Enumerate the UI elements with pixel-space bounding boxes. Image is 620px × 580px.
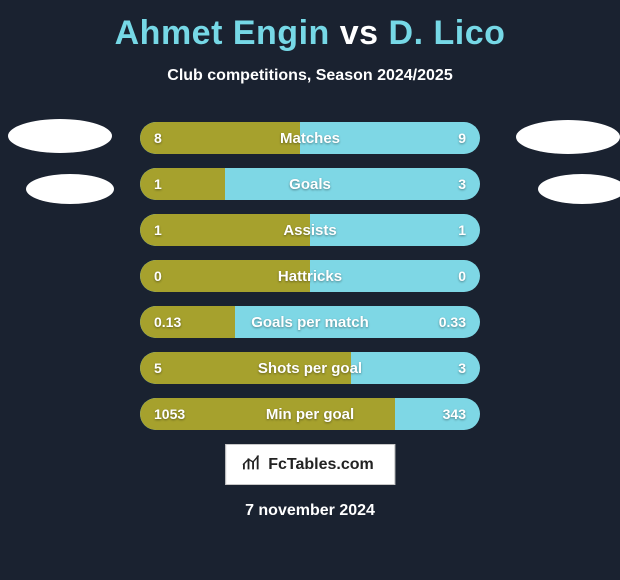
subtitle: Club competitions, Season 2024/2025 <box>0 67 620 85</box>
stat-right-value: 3 <box>458 352 466 384</box>
stat-label: Hattricks <box>140 260 480 292</box>
stat-row-hattricks: 0 Hattricks 0 <box>140 260 480 292</box>
stat-right-value: 9 <box>458 122 466 154</box>
stat-label: Min per goal <box>140 398 480 430</box>
player2-avatar-placeholder <box>516 120 620 154</box>
stat-row-goals: 1 Goals 3 <box>140 168 480 200</box>
stat-row-shots-per-goal: 5 Shots per goal 3 <box>140 352 480 384</box>
stat-right-value: 1 <box>458 214 466 246</box>
stats-container: 8 Matches 9 1 Goals 3 1 Assists 1 0 Hatt… <box>140 122 480 444</box>
source-badge-text: FcTables.com <box>268 456 374 474</box>
stat-label: Goals per match <box>140 306 480 338</box>
stat-right-value: 0 <box>458 260 466 292</box>
stat-row-min-per-goal: 1053 Min per goal 343 <box>140 398 480 430</box>
player2-club-placeholder <box>538 174 620 204</box>
player1-name: Ahmet Engin <box>115 14 330 52</box>
stat-right-value: 343 <box>443 398 466 430</box>
stat-right-value: 0.33 <box>439 306 466 338</box>
stat-label: Goals <box>140 168 480 200</box>
snapshot-date: 7 november 2024 <box>0 502 620 520</box>
stat-label: Matches <box>140 122 480 154</box>
stat-right-value: 3 <box>458 168 466 200</box>
stat-row-goals-per-match: 0.13 Goals per match 0.33 <box>140 306 480 338</box>
stat-label: Shots per goal <box>140 352 480 384</box>
player2-name: D. Lico <box>389 14 506 52</box>
comparison-title: Ahmet Engin vs D. Lico <box>0 0 620 53</box>
bar-chart-icon <box>240 451 262 478</box>
stat-label: Assists <box>140 214 480 246</box>
stat-row-assists: 1 Assists 1 <box>140 214 480 246</box>
player1-avatar-placeholder <box>8 119 112 153</box>
title-vs: vs <box>340 14 379 52</box>
source-badge[interactable]: FcTables.com <box>225 444 395 485</box>
player1-club-placeholder <box>26 174 114 204</box>
stat-row-matches: 8 Matches 9 <box>140 122 480 154</box>
